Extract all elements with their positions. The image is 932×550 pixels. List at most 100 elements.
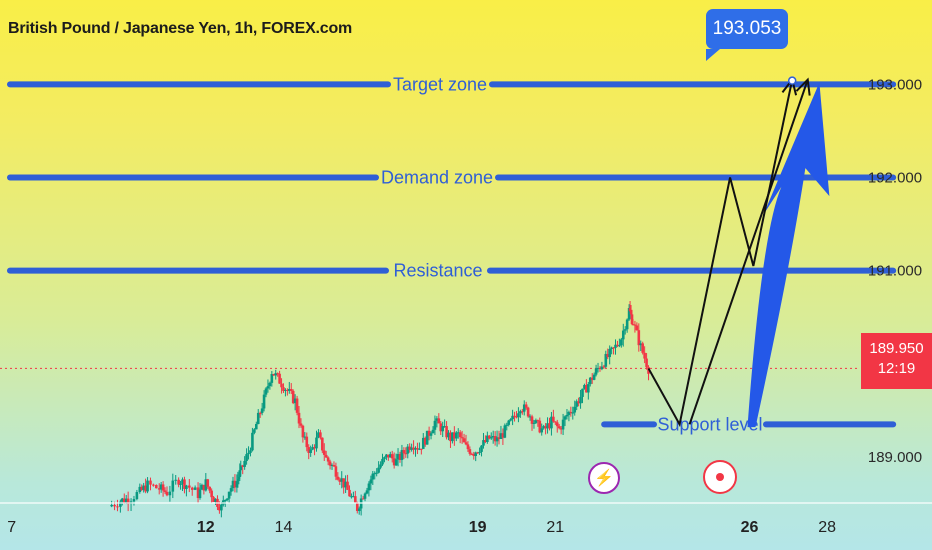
- candle: [522, 404, 526, 412]
- candle: [484, 440, 487, 443]
- candle: [400, 450, 404, 460]
- candle: [135, 492, 139, 500]
- candle: [268, 382, 272, 387]
- candle: [453, 432, 456, 439]
- candle: [223, 499, 227, 501]
- candle: [272, 374, 276, 376]
- candle: [519, 411, 522, 414]
- candle: [342, 478, 345, 488]
- x-tick-label: 21: [546, 519, 564, 536]
- candle: [258, 412, 262, 414]
- candle: [421, 437, 425, 449]
- candle: [355, 502, 359, 512]
- candle: [293, 398, 297, 404]
- candle: [598, 367, 602, 370]
- candle: [464, 442, 468, 445]
- candle: [188, 485, 191, 488]
- candle: [361, 498, 365, 500]
- candle: [489, 437, 493, 439]
- candle: [313, 447, 316, 449]
- candle: [270, 374, 274, 383]
- candle: [336, 476, 340, 480]
- candle: [113, 505, 116, 507]
- candle: [330, 464, 334, 466]
- candle: [394, 459, 398, 466]
- candle: [414, 448, 417, 450]
- candle: [390, 454, 394, 459]
- candle: [581, 388, 584, 397]
- candle: [536, 420, 540, 422]
- candle: [579, 396, 582, 404]
- candle: [625, 319, 629, 330]
- candle: [301, 425, 305, 438]
- record-dot: [716, 473, 724, 481]
- candle: [583, 385, 586, 389]
- candle: [181, 479, 184, 484]
- candle: [168, 491, 172, 496]
- candle: [377, 467, 380, 473]
- candle: [621, 330, 625, 340]
- price-callout-value: 193.053: [712, 18, 782, 39]
- candle: [482, 440, 485, 446]
- candle: [278, 373, 281, 384]
- candle: [149, 480, 152, 485]
- candle: [309, 449, 312, 453]
- candle: [630, 314, 634, 325]
- candle: [456, 432, 460, 434]
- candle: [577, 401, 580, 404]
- candle: [503, 425, 507, 438]
- candle: [410, 447, 413, 450]
- candle: [592, 374, 596, 380]
- candle: [190, 487, 194, 490]
- big-up-arrow: [747, 82, 830, 428]
- candle: [497, 437, 501, 439]
- candle: [569, 411, 573, 413]
- candle: [402, 450, 406, 454]
- candle: [515, 416, 518, 418]
- candle: [354, 496, 357, 503]
- candle: [288, 389, 291, 391]
- candle: [256, 412, 260, 425]
- current-price-tag: 189.950 12:19: [861, 333, 932, 389]
- candle: [161, 484, 165, 491]
- candle: [340, 478, 344, 482]
- projection-path: [647, 79, 794, 428]
- candle: [245, 454, 248, 461]
- candle: [144, 485, 147, 492]
- candle: [499, 433, 503, 439]
- candle: [363, 493, 367, 499]
- candle: [289, 389, 293, 391]
- candle: [152, 484, 155, 486]
- candle: [371, 473, 375, 480]
- candle: [319, 432, 322, 438]
- candle: [204, 479, 208, 491]
- candle: [183, 479, 186, 489]
- candle: [404, 453, 408, 455]
- candle: [575, 401, 578, 407]
- candle: [299, 423, 303, 426]
- candle: [231, 480, 235, 489]
- candle: [157, 488, 161, 490]
- x-axis: 7 12 14 19 21 26 28: [7, 519, 836, 536]
- candle: [385, 454, 388, 458]
- candle: [177, 479, 180, 485]
- record-event-icon[interactable]: [703, 460, 737, 494]
- candle: [142, 485, 145, 490]
- lightning-icon[interactable]: ⚡: [588, 462, 620, 494]
- candle: [352, 496, 355, 498]
- arrow-head: [795, 77, 811, 96]
- candle: [274, 373, 278, 376]
- zone-label-0: Target zone: [393, 74, 487, 94]
- candle: [126, 498, 130, 504]
- candle: [357, 508, 361, 512]
- candle: [427, 430, 431, 436]
- candle: [447, 432, 450, 438]
- y-tick-label: 193.000: [868, 76, 922, 93]
- candle: [238, 470, 242, 477]
- y-tick-label: 192.000: [868, 169, 922, 186]
- x-tick-label: 7: [7, 519, 16, 536]
- candle: [590, 377, 594, 380]
- candle: [491, 436, 495, 438]
- candle: [266, 386, 270, 389]
